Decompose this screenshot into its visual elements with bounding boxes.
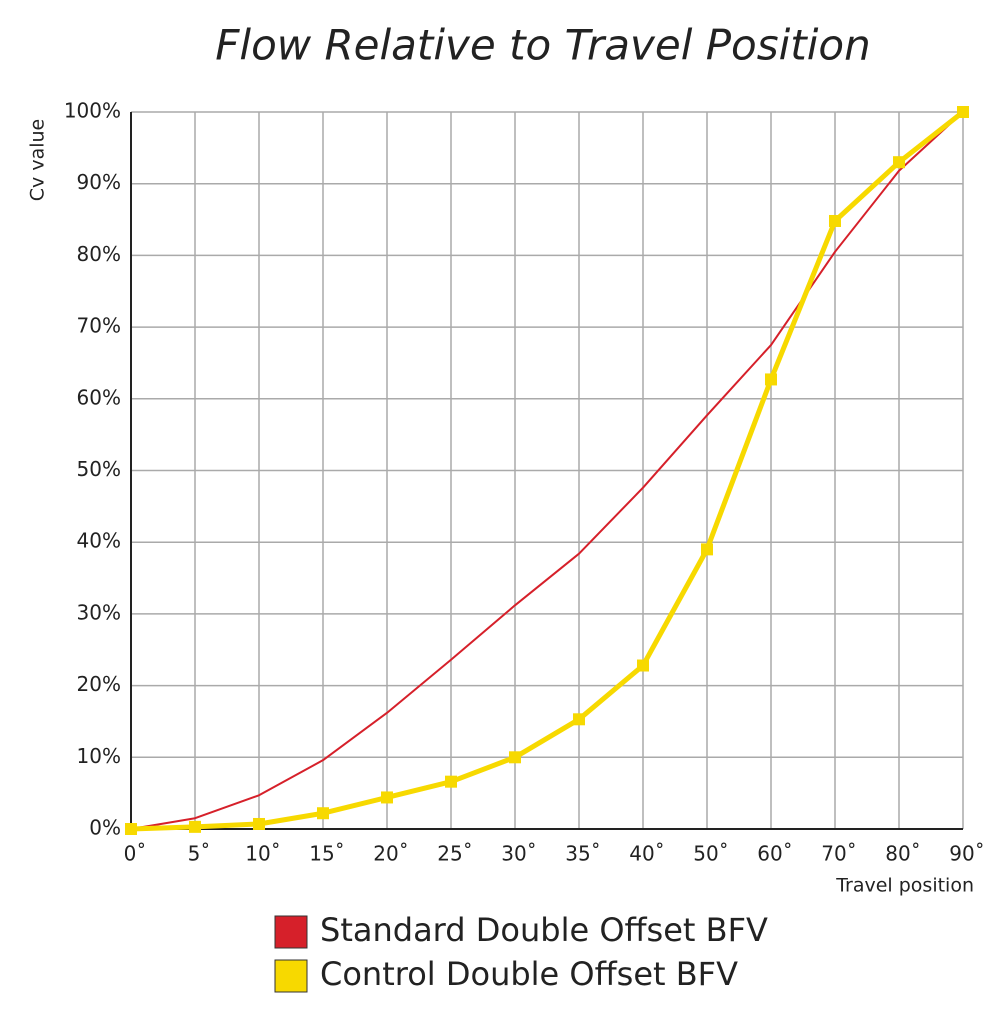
marker (765, 373, 777, 386)
marker (509, 751, 521, 764)
x-tick-label: 35˚ (565, 842, 600, 866)
x-tick-label: 70˚ (821, 842, 856, 866)
marker (445, 775, 457, 788)
marker (189, 820, 201, 833)
marker (317, 807, 329, 820)
y-tick-label: 100% (64, 99, 121, 123)
y-tick-label: 30% (77, 600, 121, 624)
y-tick-label: 10% (77, 744, 121, 768)
x-axis-label: Travel position (835, 875, 974, 897)
x-tick-label: 5˚ (188, 842, 211, 866)
x-tick-label: 50˚ (693, 842, 728, 866)
y-tick-label: 0% (89, 816, 121, 840)
x-tick-label: 10˚ (245, 842, 280, 866)
y-tick-label: 80% (77, 242, 121, 266)
marker (253, 817, 265, 830)
x-tick-label: 40˚ (629, 842, 664, 866)
x-tick-label: 25˚ (437, 842, 472, 866)
legend-label: Standard Double Offset BFV (320, 911, 768, 949)
series-line (130, 111, 964, 830)
y-tick-label: 60% (77, 385, 121, 409)
marker (573, 713, 585, 726)
y-axis-label: Cv value (27, 119, 49, 201)
y-tick-label: 50% (77, 457, 121, 481)
chart-title: Flow Relative to Travel Position (215, 21, 871, 70)
x-tick-label: 30˚ (501, 842, 536, 866)
marker (957, 106, 969, 118)
marker (701, 543, 713, 556)
x-tick-label: 20˚ (373, 842, 408, 866)
marker (637, 659, 649, 672)
legend-swatch (274, 915, 308, 949)
legend-swatch (274, 959, 308, 993)
y-tick-label: 70% (77, 314, 121, 338)
y-tick-label: 90% (77, 170, 121, 194)
y-tick-label: 20% (77, 672, 121, 696)
x-tick-label: 80˚ (885, 842, 920, 866)
marker (893, 156, 905, 169)
y-tick-label: 40% (77, 529, 121, 553)
marker (381, 791, 393, 804)
marker (125, 823, 137, 835)
x-tick-label: 0˚ (124, 842, 147, 866)
series-line (130, 110, 965, 832)
x-tick-label: 90˚ (949, 842, 984, 866)
x-tick-label: 60˚ (757, 842, 792, 866)
x-tick-label: 15˚ (309, 842, 344, 866)
marker (829, 214, 841, 227)
legend-label: Control Double Offset BFV (320, 955, 738, 993)
